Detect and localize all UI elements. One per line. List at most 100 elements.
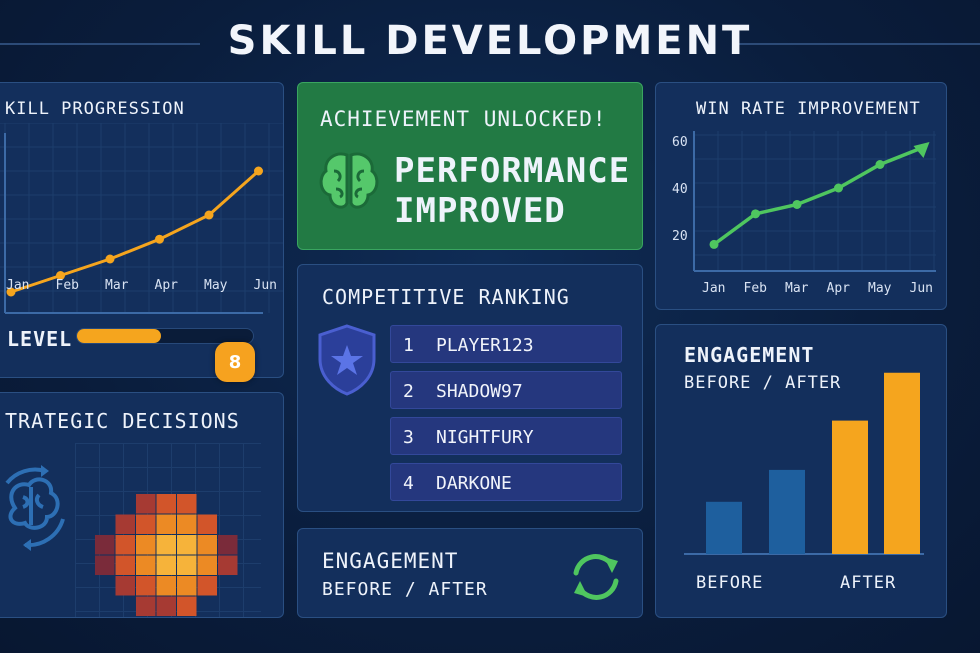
heatmap-cell: [197, 514, 217, 534]
level-badge: 8: [215, 342, 255, 382]
level-progress-bar: [76, 328, 254, 344]
skill-line: [10, 169, 260, 294]
win-y-tick: 40: [672, 182, 688, 197]
win-point: [792, 199, 802, 209]
win-month-label: Feb: [744, 281, 768, 296]
skill-point: [56, 271, 65, 280]
heatmap-cell: [218, 555, 238, 575]
engagement-summary-panel: ENGAGEMENT BEFORE / AFTER: [297, 528, 643, 618]
strategic-decisions-panel: TRATEGIC DECISIONS: [0, 392, 284, 618]
page-title: SKILL DEVELOPMENT: [227, 18, 753, 64]
win-rate-title: WIN RATE IMPROVEMENT: [696, 99, 921, 119]
heatmap-cell: [115, 576, 135, 596]
heatmap-cell: [136, 535, 156, 555]
heatmap-cell: [197, 535, 217, 555]
heatmap-cell: [218, 535, 238, 555]
ranking-row[interactable]: 3 NIGHTFURY: [390, 417, 622, 455]
heatmap-cell: [136, 494, 156, 514]
ranking-player-name: SHADOW97: [436, 381, 523, 402]
achievement-line-2: IMPROVED: [394, 191, 566, 231]
heatmap-cell: [95, 555, 115, 575]
ranking-position: 4: [403, 473, 414, 494]
skill-month-label: Jun: [253, 278, 277, 293]
win-point: [709, 239, 719, 249]
before-bar: [706, 501, 742, 554]
skill-month-label: Jan: [6, 278, 30, 293]
after-bar: [832, 420, 868, 554]
heatmap-cell: [197, 555, 217, 575]
before-bar: [769, 469, 805, 554]
heatmap-cell: [156, 576, 176, 596]
achievement-line-1: PERFORMANCE: [394, 151, 631, 191]
win-month-label: Apr: [827, 281, 851, 296]
win-rate-panel: WIN RATE IMPROVEMENT 60 40 20 Jan Feb Mar Apr M…: [655, 82, 947, 310]
engagement-after-label: AFTER: [840, 573, 897, 593]
strategic-decisions-title: TRATEGIC DECISIONS: [5, 409, 240, 433]
win-line: [712, 146, 923, 246]
title-rule-right: [732, 43, 980, 45]
competitive-ranking-title: COMPETITIVE RANKING: [322, 285, 570, 309]
achievement-heading: ACHIEVEMENT UNLOCKED!: [320, 107, 607, 131]
heatmap-cell: [95, 535, 115, 555]
heatmap-cell: [177, 555, 197, 575]
ranking-position: 1: [403, 335, 414, 356]
skill-point: [105, 254, 115, 264]
engagement-summary-title: ENGAGEMENT: [322, 549, 459, 573]
level-progress-fill: [77, 329, 162, 343]
heatmap-cell: [136, 596, 156, 616]
win-y-tick: 60: [672, 135, 688, 150]
heatmap-cell: [156, 514, 176, 534]
engagement-chart-subtitle: BEFORE / AFTER: [684, 373, 842, 393]
heatmap-cell: [177, 514, 197, 534]
heatmap-cell: [177, 576, 197, 596]
achievement-panel: ACHIEVEMENT UNLOCKED! PERFORMANCE IMPROV…: [297, 82, 643, 250]
heatmap-cell: [115, 555, 135, 575]
ranking-row[interactable]: 2 SHADOW97: [390, 371, 622, 409]
win-arrow-head: [913, 142, 930, 159]
engagement-chart-panel: ENGAGEMENT BEFORE / AFTER BEFORE AFTER: [655, 324, 947, 618]
engagement-summary-subtitle: BEFORE / AFTER: [322, 579, 488, 600]
win-y-tick: 20: [672, 229, 688, 244]
win-month-label: Mar: [785, 281, 809, 296]
win-point: [834, 183, 843, 193]
heatmap-cell: [177, 535, 197, 555]
engagement-chart-title: ENGAGEMENT: [684, 343, 815, 367]
win-month-label: Jan: [702, 281, 725, 296]
skill-point: [6, 287, 16, 297]
win-point: [875, 160, 885, 169]
decision-heatmap: [95, 494, 238, 616]
heatmap-cell: [156, 596, 176, 616]
skill-point: [204, 210, 214, 220]
ranking-row[interactable]: 1 PLAYER123: [390, 325, 622, 363]
heatmap-cell: [197, 576, 217, 596]
heatmap-cell: [115, 514, 135, 534]
ranking-position: 3: [403, 427, 414, 448]
ranking-row[interactable]: 4 DARKONE: [390, 463, 622, 501]
skill-point: [254, 166, 263, 176]
brain-cycle-icon: [5, 465, 65, 551]
ranking-player-name: DARKONE: [436, 473, 512, 494]
skill-progression-chart: [0, 123, 283, 314]
win-rate-chart: 60 40 20 Jan Feb Mar Apr May Jun: [672, 131, 936, 296]
ranking-player-name: PLAYER123: [436, 335, 534, 356]
heatmap-cell: [115, 535, 135, 555]
heatmap-cell: [156, 494, 176, 514]
ranking-player-name: NIGHTFURY: [436, 427, 534, 448]
skill-month-label: May: [204, 278, 228, 293]
win-point: [751, 209, 760, 219]
win-month-label: May: [868, 281, 892, 296]
skill-month-label: Apr: [154, 278, 178, 293]
engagement-bar-chart: [684, 372, 924, 555]
after-bar: [884, 372, 920, 554]
skill-progression-title: KILL PROGRESSION: [5, 99, 185, 119]
heatmap-cell: [156, 555, 176, 575]
heatmap-cell: [177, 494, 197, 514]
win-month-label: Jun: [910, 281, 933, 296]
shield-star-icon: [318, 324, 376, 396]
heatmap-cell: [156, 535, 176, 555]
heatmap-cell: [177, 596, 197, 616]
level-label: LEVEL: [7, 327, 73, 351]
heatmap-cell: [136, 576, 156, 596]
refresh-icon: [573, 554, 619, 600]
heatmap-cell: [136, 555, 156, 575]
